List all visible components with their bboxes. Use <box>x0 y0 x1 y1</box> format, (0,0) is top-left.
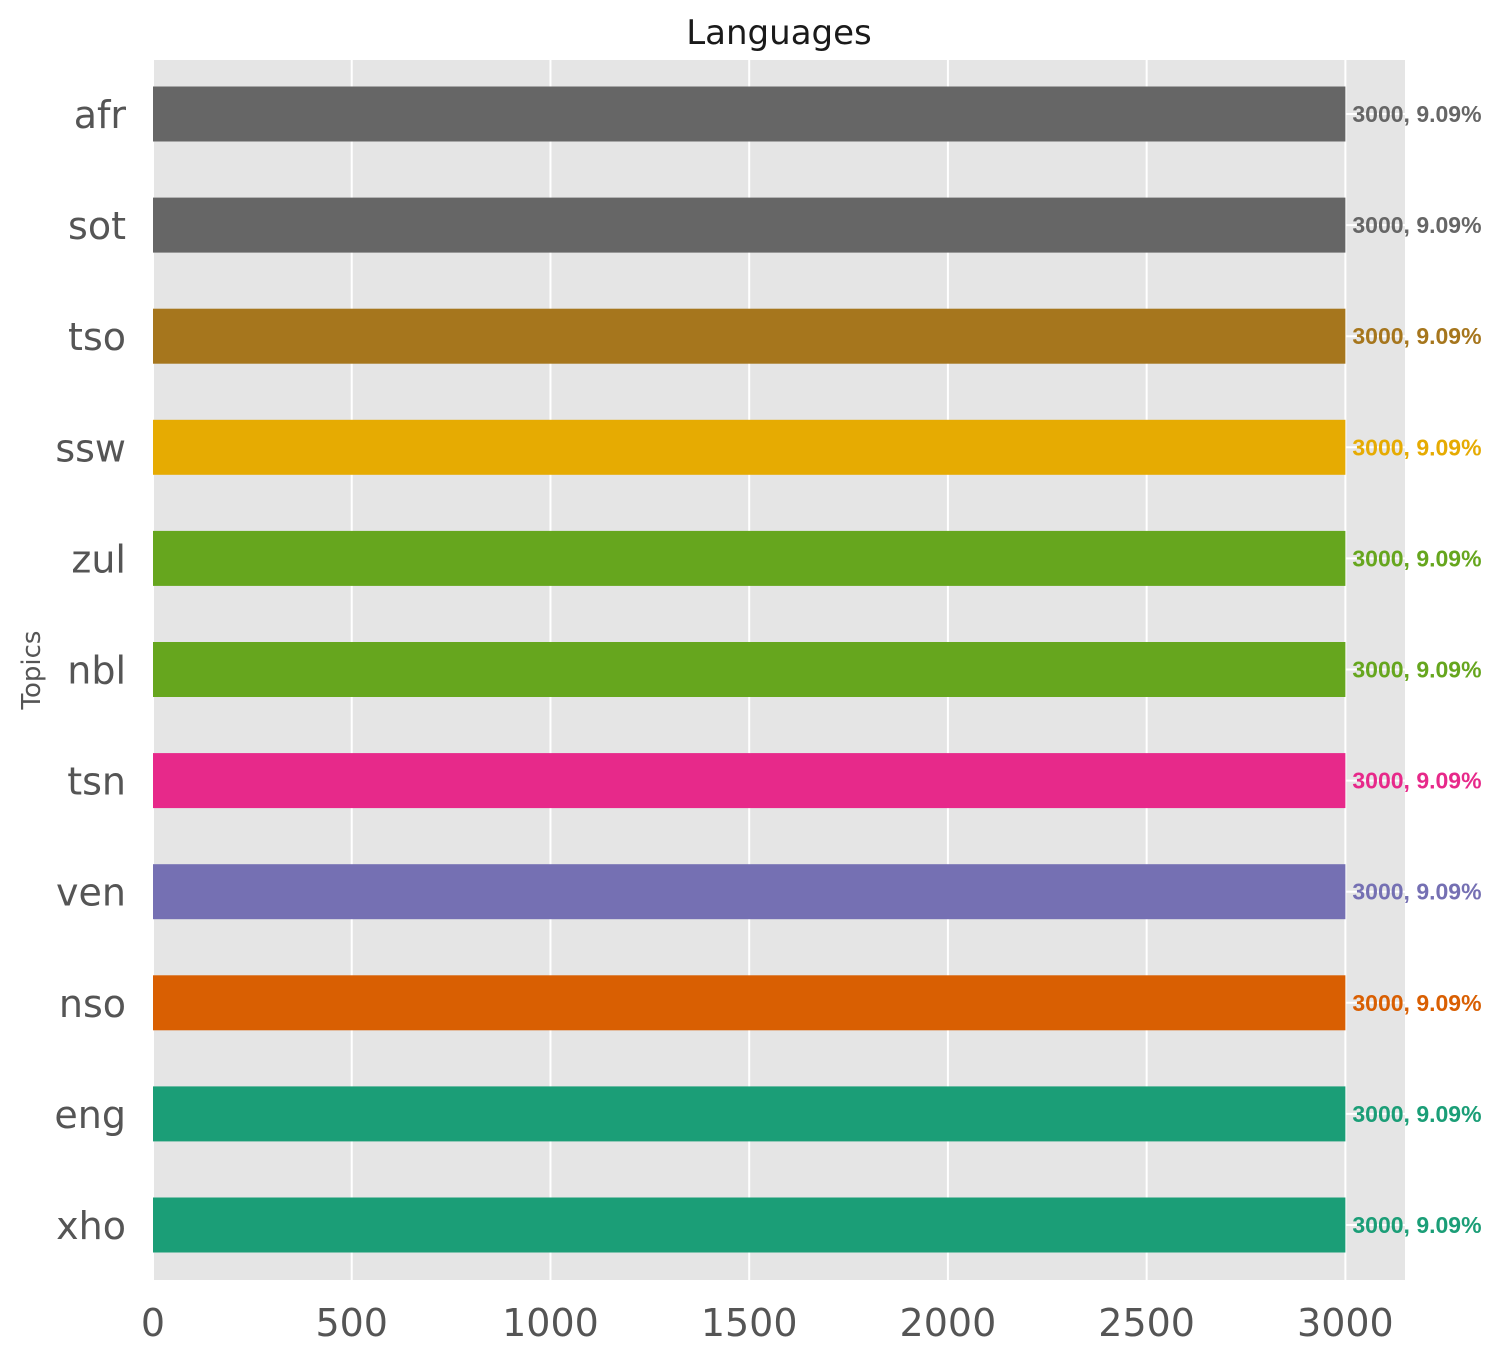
x-tick-label-0: 0 <box>141 1301 165 1345</box>
bar-afr <box>153 86 1346 142</box>
bar-tso <box>153 308 1346 364</box>
y-tick-label-ven: ven <box>56 871 126 915</box>
data-label-tso: 3000, 9.09% <box>1352 323 1481 349</box>
y-tick-label-zul: zul <box>71 537 126 581</box>
bar-ssw <box>153 419 1346 475</box>
data-label-eng: 3000, 9.09% <box>1352 1101 1481 1127</box>
y-tick-labels: afr sot tso ssw zul nbl tsn ven nso eng xho <box>54 93 126 1248</box>
y-axis-label: Topics <box>17 631 47 711</box>
y-tick-label-nbl: nbl <box>67 649 126 693</box>
data-label-ssw: 3000, 9.09% <box>1352 434 1481 460</box>
data-label-tsn: 3000, 9.09% <box>1352 768 1481 794</box>
bar-nbl <box>153 642 1346 697</box>
y-tick-label-tsn: tsn <box>67 760 126 804</box>
data-label-nbl: 3000, 9.09% <box>1352 657 1481 683</box>
x-tick-labels: 0 500 1000 1500 2000 2500 3000 <box>141 1301 1394 1345</box>
x-tick-label-1: 500 <box>315 1301 388 1345</box>
x-tick-label-4: 2000 <box>900 1301 997 1345</box>
chart-title: Languages <box>686 13 872 53</box>
y-tick-label-afr: afr <box>74 93 127 137</box>
data-label-sot: 3000, 9.09% <box>1352 212 1481 238</box>
data-label-afr: 3000, 9.09% <box>1352 101 1481 127</box>
y-tick-label-xho: xho <box>56 1204 126 1248</box>
bar-xho <box>153 1197 1346 1253</box>
bar-nso <box>153 975 1346 1031</box>
data-label-ven: 3000, 9.09% <box>1352 879 1481 905</box>
bar-sot <box>153 197 1346 253</box>
y-tick-label-nso: nso <box>59 982 126 1026</box>
bar-ven <box>153 864 1346 920</box>
bar-zul <box>153 530 1346 586</box>
bars <box>153 86 1346 1253</box>
y-tick-label-ssw: ssw <box>55 426 126 470</box>
y-tick-label-tso: tso <box>68 315 126 359</box>
y-tick-label-sot: sot <box>68 204 126 248</box>
bar-eng <box>153 1086 1346 1142</box>
y-tick-label-eng: eng <box>54 1093 126 1137</box>
x-tick-label-5: 2500 <box>1098 1301 1195 1345</box>
x-tick-label-6: 3000 <box>1297 1301 1394 1345</box>
bar-labels: 3000, 9.09% 3000, 9.09% 3000, 9.09% 3000, 9… <box>1352 101 1481 1238</box>
bar-tsn <box>153 753 1346 809</box>
data-label-nso: 3000, 9.09% <box>1352 990 1481 1016</box>
x-tick-label-3: 1500 <box>701 1301 798 1345</box>
data-label-zul: 3000, 9.09% <box>1352 545 1481 571</box>
data-label-xho: 3000, 9.09% <box>1352 1212 1481 1238</box>
x-tick-label-2: 1000 <box>502 1301 599 1345</box>
